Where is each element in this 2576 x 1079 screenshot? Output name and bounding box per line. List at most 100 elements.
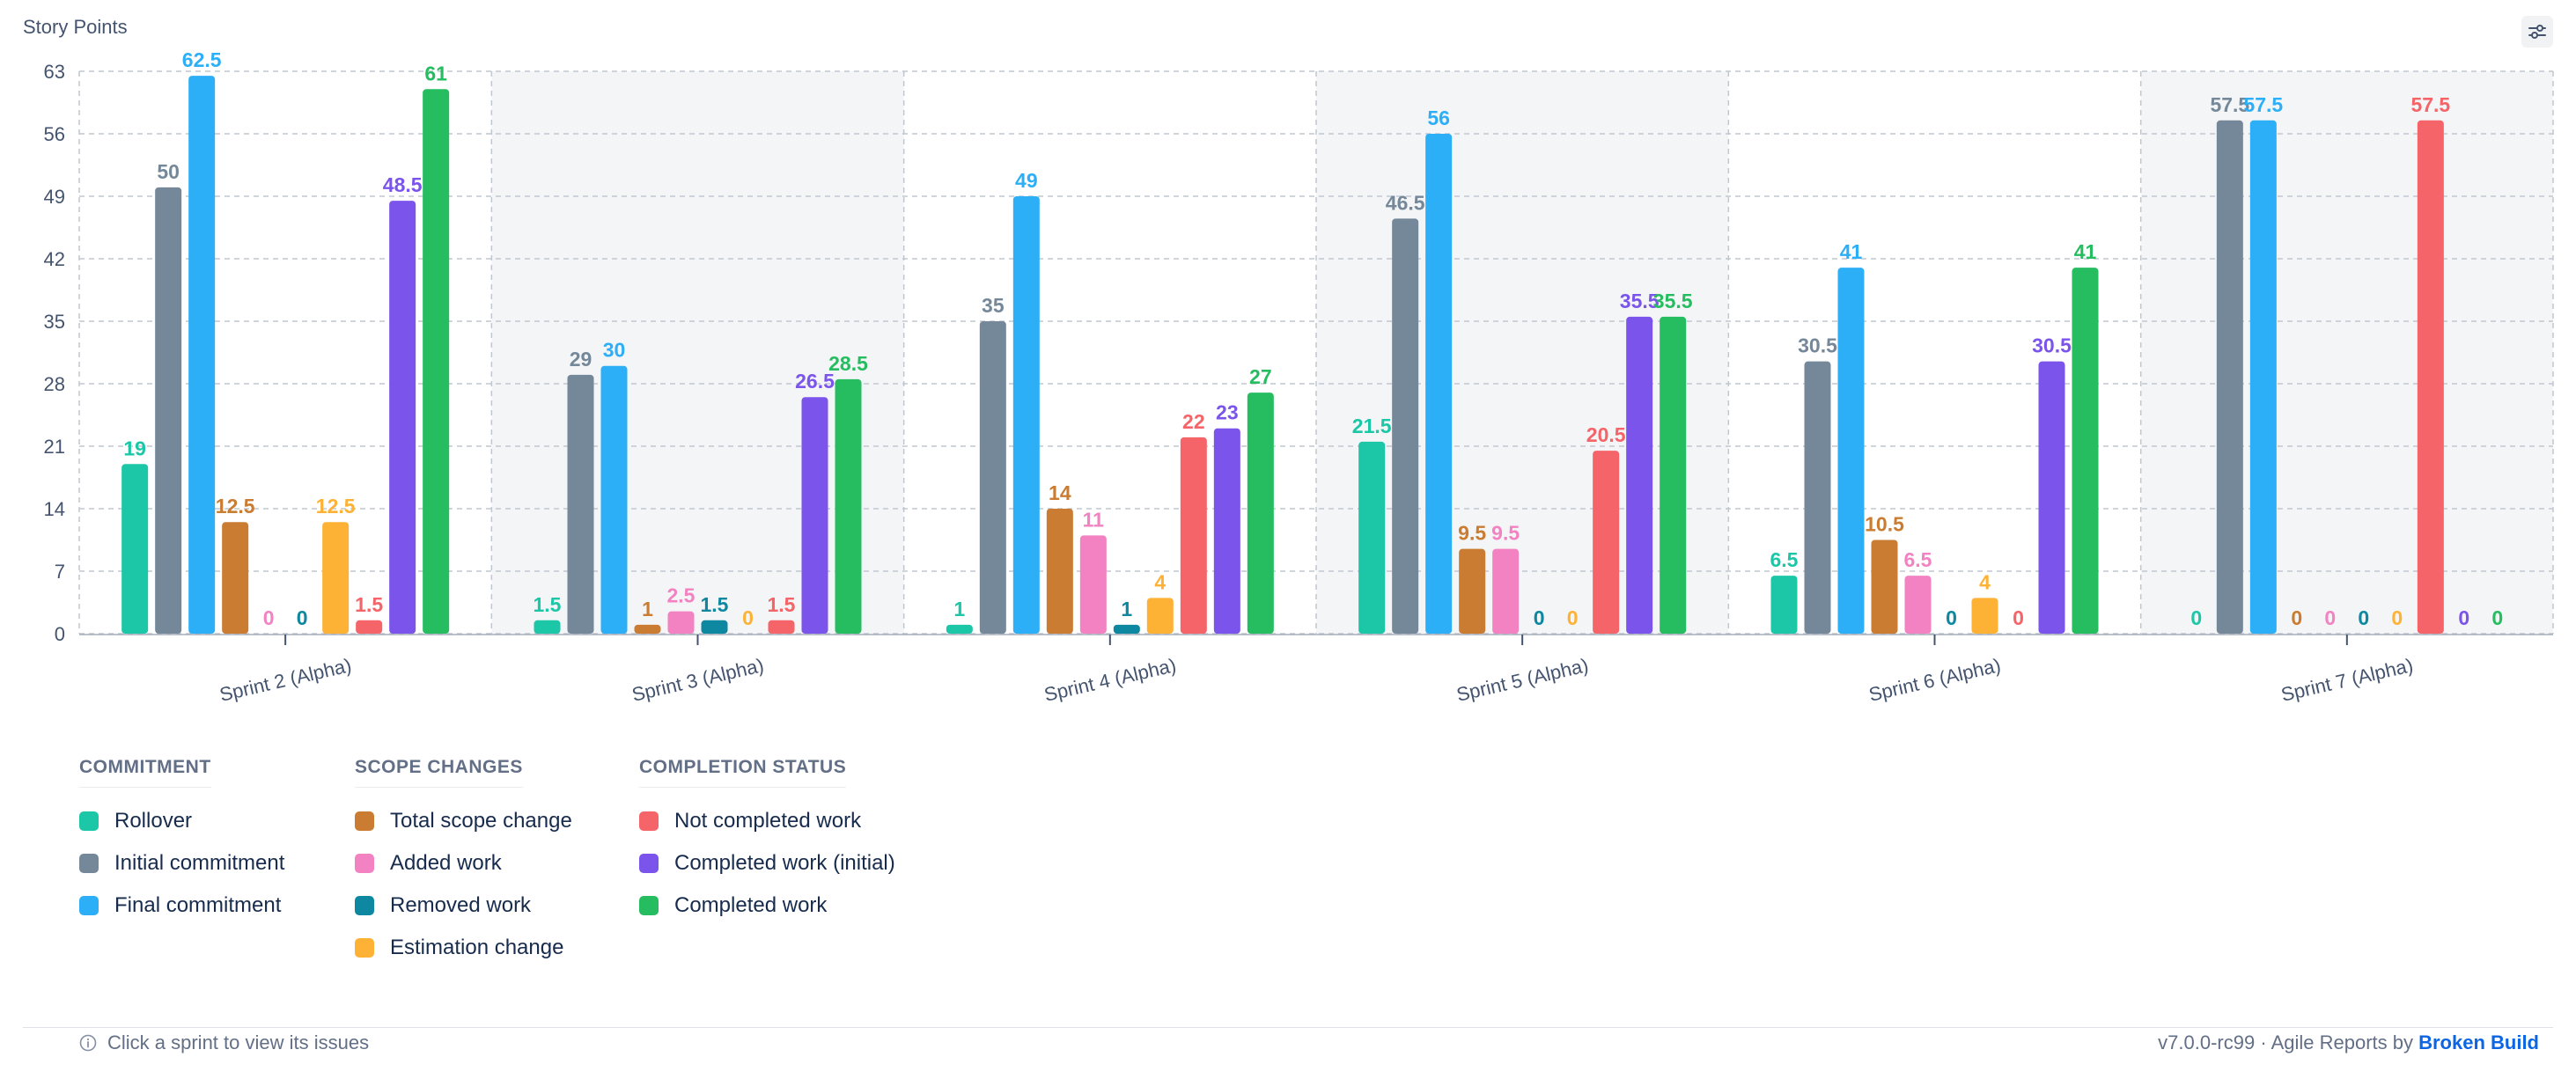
bar[interactable]	[1392, 218, 1419, 634]
bar[interactable]	[2216, 120, 2243, 635]
sprint-group[interactable]: 057.557.50 0 0 057.50 0	[2190, 93, 2503, 635]
legend-item-not-completed-work[interactable]: Not completed work	[639, 800, 895, 842]
sprint-group[interactable]: 19 50 62.5 12.5 0 0 12.5 1.5 48.5 61	[121, 48, 450, 635]
data-label: 1.5	[768, 593, 796, 616]
data-label: 11	[1083, 508, 1105, 531]
data-label: 1.5	[355, 593, 383, 616]
bar[interactable]	[1837, 268, 1865, 634]
data-label: 0	[2324, 606, 2336, 629]
x-tick-label[interactable]: Sprint 3 (Alpha)	[629, 654, 766, 706]
bar[interactable]	[801, 397, 828, 634]
legend-item-initial-commitment[interactable]: Initial commitment	[79, 842, 284, 884]
bar[interactable]	[1180, 437, 1207, 634]
bar[interactable]	[1113, 624, 1140, 634]
data-label: 1	[953, 598, 965, 620]
bar[interactable]	[2249, 120, 2277, 635]
brand-link[interactable]: Broken Build	[2418, 1031, 2539, 1053]
bar[interactable]	[979, 321, 1006, 634]
data-label: 30	[603, 339, 626, 362]
bar[interactable]	[1660, 316, 1687, 634]
bar[interactable]	[1213, 428, 1240, 634]
x-tick-label[interactable]: Sprint 4 (Alpha)	[1042, 654, 1179, 706]
bar[interactable]	[1079, 535, 1107, 634]
x-tick-label[interactable]: Sprint 7 (Alpha)	[2279, 654, 2416, 706]
data-label: 22	[1182, 410, 1205, 433]
bar[interactable]	[1146, 598, 1174, 634]
legend-group-title: COMMITMENT	[79, 757, 211, 788]
bar[interactable]	[1770, 576, 1798, 634]
legend-swatch	[79, 854, 99, 873]
bar[interactable]	[2038, 361, 2065, 634]
bar[interactable]	[1247, 393, 1274, 634]
sprint-group[interactable]: 21.5 46.5 56 9.5 9.5 0 0 20.5 35.535.5	[1352, 106, 1693, 634]
legend-item-completed-work[interactable]: Completed work	[639, 884, 895, 927]
bar[interactable]	[356, 620, 383, 634]
bar[interactable]	[121, 464, 149, 634]
legend-item-completed-work-initial[interactable]: Completed work (initial)	[639, 842, 895, 884]
legend-item-added-work[interactable]: Added work	[355, 842, 572, 884]
legend-label: Completed work	[674, 893, 828, 917]
bar[interactable]	[222, 522, 249, 634]
bar[interactable]	[701, 620, 728, 634]
legend-label: Rollover	[114, 809, 193, 833]
x-tick-label[interactable]: Sprint 5 (Alpha)	[1454, 654, 1591, 706]
bar[interactable]	[2072, 268, 2099, 634]
bar[interactable]	[389, 201, 416, 635]
data-label: 23	[1216, 401, 1239, 424]
bar[interactable]	[2417, 120, 2444, 635]
legend-swatch	[355, 896, 374, 915]
bar[interactable]	[534, 620, 561, 634]
bar[interactable]	[1971, 598, 1998, 634]
bar[interactable]	[1492, 548, 1520, 634]
x-tick-label[interactable]: Sprint 2 (Alpha)	[217, 654, 354, 706]
y-tick-label: 49	[44, 186, 65, 208]
bar[interactable]	[768, 620, 795, 634]
bar[interactable]	[1904, 576, 1932, 634]
bar[interactable]	[634, 624, 661, 634]
y-tick-label: 63	[44, 61, 65, 83]
data-label: 1	[642, 598, 653, 620]
bar[interactable]	[667, 611, 695, 634]
legend-label: Completed work (initial)	[674, 851, 895, 875]
data-label: 29	[570, 348, 592, 371]
legend-group-scope-changes: SCOPE CHANGES Total scope change Added w…	[355, 757, 572, 969]
bar[interactable]	[1012, 196, 1040, 634]
legend-label: Added work	[390, 851, 502, 875]
settings-button[interactable]	[2521, 16, 2553, 48]
bar[interactable]	[188, 76, 216, 635]
data-label: 0	[2013, 606, 2024, 629]
bar[interactable]	[946, 624, 973, 634]
legend-item-estimation-change[interactable]: Estimation change	[355, 927, 572, 969]
legend-label: Not completed work	[674, 809, 862, 833]
bar[interactable]	[1425, 134, 1453, 634]
legend-swatch	[79, 896, 99, 915]
y-tick-label: 21	[44, 436, 65, 458]
data-label: 0	[2458, 606, 2469, 629]
bar[interactable]	[835, 378, 862, 634]
bar[interactable]	[1046, 509, 1073, 634]
x-tick-label[interactable]: Sprint 6 (Alpha)	[1866, 654, 2003, 706]
data-label: 0	[2190, 606, 2202, 629]
data-label: 12.5	[216, 495, 255, 517]
legend-item-removed-work[interactable]: Removed work	[355, 884, 572, 927]
bar[interactable]	[1626, 316, 1653, 634]
bar[interactable]	[1358, 441, 1386, 634]
bar[interactable]	[155, 187, 182, 634]
legend-item-final-commitment[interactable]: Final commitment	[79, 884, 284, 927]
bar[interactable]	[1593, 451, 1620, 634]
bar[interactable]	[1871, 540, 1898, 635]
legend-item-rollover[interactable]: Rollover	[79, 800, 284, 842]
data-label: 2.5	[667, 584, 696, 607]
data-label: 41	[1840, 240, 1863, 263]
data-label: 35.5	[1653, 290, 1693, 312]
bar[interactable]	[567, 374, 594, 634]
bar[interactable]	[1459, 548, 1486, 634]
bar[interactable]	[1804, 361, 1831, 634]
bar[interactable]	[600, 365, 628, 634]
bar[interactable]	[423, 89, 450, 635]
bar[interactable]	[322, 522, 350, 634]
legend-item-total-scope-change[interactable]: Total scope change	[355, 800, 572, 842]
